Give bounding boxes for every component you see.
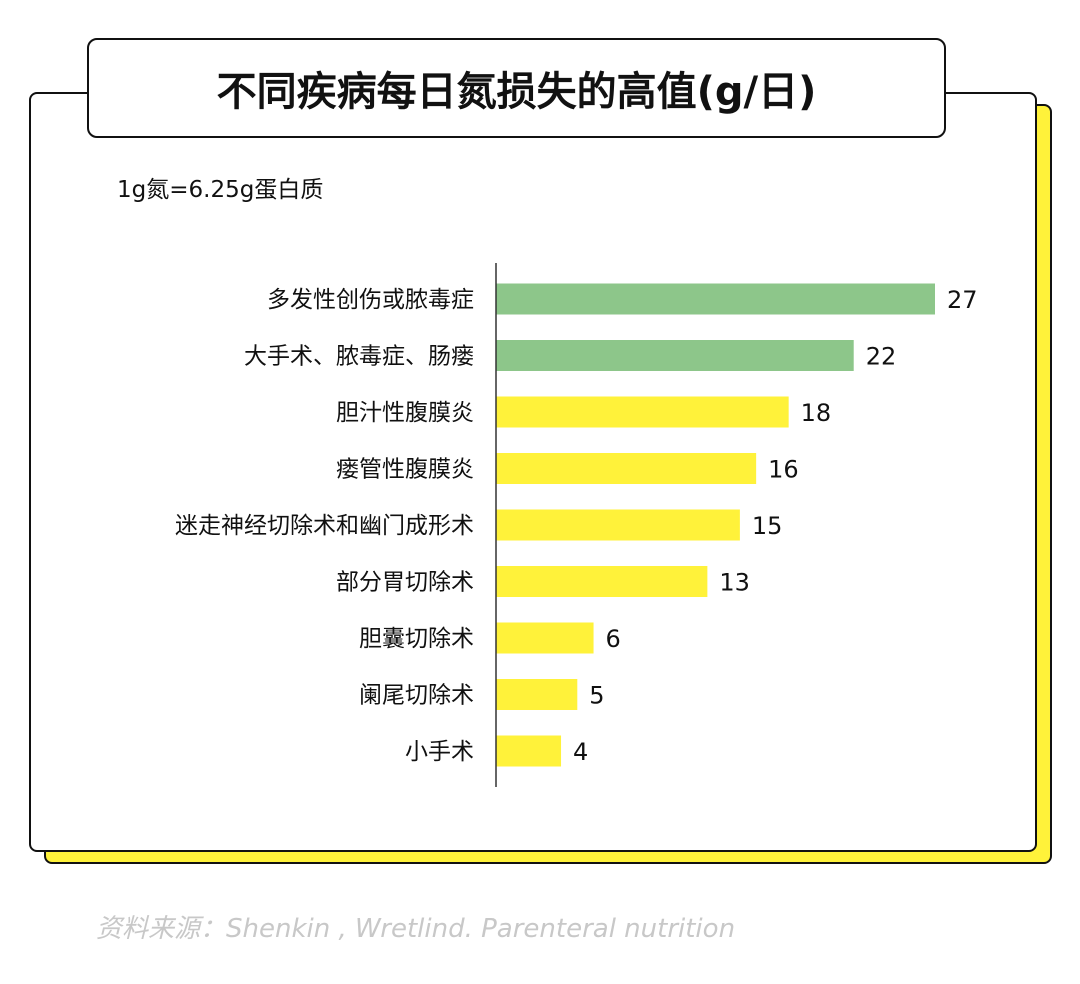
value-label: 5 — [589, 682, 604, 710]
value-label: 18 — [801, 399, 832, 427]
category-label: 瘘管性腹膜炎 — [336, 457, 474, 483]
category-label: 阑尾切除术 — [359, 683, 474, 709]
chart-title: 不同疾病每日氮损失的高值(g/日) — [87, 38, 946, 138]
value-label: 4 — [573, 738, 588, 766]
value-label: 27 — [947, 286, 978, 314]
category-label: 多发性创伤或脓毒症 — [267, 287, 474, 313]
bar — [496, 566, 708, 597]
bar — [496, 509, 740, 541]
bar — [496, 453, 757, 484]
value-label: 6 — [606, 625, 621, 653]
category-label: 小手术 — [405, 739, 474, 765]
bar — [496, 283, 935, 315]
bar — [496, 735, 562, 767]
bar — [496, 622, 594, 654]
value-label: 16 — [768, 456, 799, 484]
value-label: 22 — [866, 343, 897, 371]
bar — [496, 679, 578, 710]
bar — [496, 396, 789, 428]
source-note: 资料来源：Shenkin , Wretlind. Parenteral nutr… — [96, 914, 736, 944]
category-label: 迷走神经切除术和幽门成形术 — [175, 513, 474, 539]
value-label: 13 — [719, 569, 750, 597]
chart-subtitle: 1g氮=6.25g蛋白质 — [117, 177, 324, 203]
category-label: 胆囊切除术 — [359, 626, 474, 652]
category-label: 部分胃切除术 — [336, 570, 474, 596]
bar — [496, 340, 854, 371]
category-label: 大手术、脓毒症、肠瘘 — [244, 344, 474, 370]
value-label: 15 — [752, 512, 783, 540]
category-label: 胆汁性腹膜炎 — [336, 400, 474, 426]
